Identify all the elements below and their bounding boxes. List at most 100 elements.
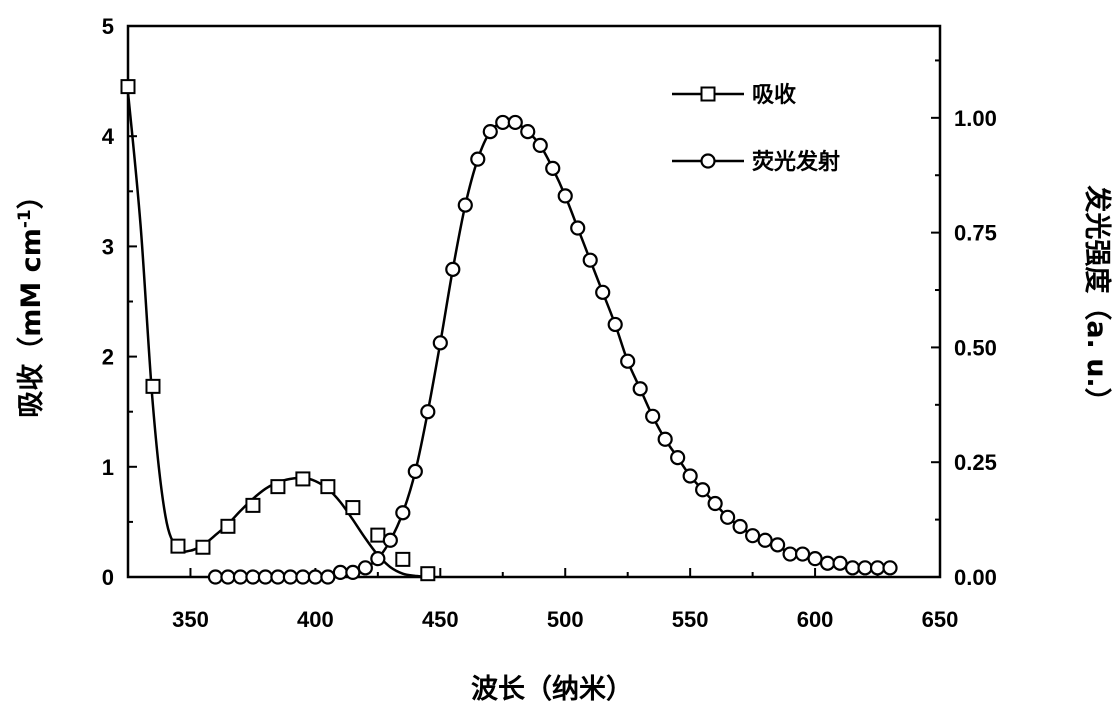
fluorescence-point: [232, 569, 249, 585]
fluorescence-point: [670, 450, 686, 466]
fluorescence-point: [220, 569, 236, 585]
fluorescence-point: [282, 569, 298, 585]
fluorescence-point: [295, 569, 311, 585]
fluorescence-point: [482, 124, 498, 140]
absorption-point: [120, 79, 136, 95]
fluorescence-point: [782, 546, 798, 562]
fluorescence-point: [720, 509, 736, 525]
left-y-axis-title-text: 吸收（mM cm: [16, 228, 47, 418]
absorption-point: [145, 378, 161, 394]
fluorescence-point: [545, 160, 561, 176]
fluorescence-point: [832, 555, 848, 571]
absorption-point: [395, 551, 411, 567]
fluorescence-point: [445, 261, 461, 277]
legend-fluorescence-label: 荧光发射: [752, 149, 840, 175]
x-tick-label: 600: [797, 607, 834, 632]
left-y-tick-label: 1: [102, 455, 114, 480]
fluorescence-line: [215, 120, 890, 579]
fluorescence-point: [732, 518, 748, 535]
plot-area: [120, 79, 898, 585]
legend-absorption-marker: [700, 86, 716, 102]
left-y-tick-label: 0: [102, 565, 114, 590]
right-y-axis-title: 发光强度（a. u.）: [1081, 184, 1113, 414]
fluorescence-point: [307, 569, 323, 585]
fluorescence-point: [657, 431, 673, 447]
fluorescence-point: [357, 560, 373, 576]
right-y-tick-label: 0.50: [954, 335, 997, 360]
fluorescence-point: [257, 569, 274, 585]
fluorescence-point: [532, 137, 548, 153]
x-tick-label: 450: [422, 607, 459, 632]
left-y-axis-title-superscript: -1: [15, 209, 35, 228]
fluorescence-point: [745, 528, 761, 544]
left-y-tick-label: 3: [102, 234, 114, 259]
fluorescence-point: [345, 564, 361, 581]
fluorescence-point: [757, 532, 773, 548]
fluorescence-point: [682, 468, 698, 484]
absorption-point: [195, 539, 211, 555]
fluorescence-point: [470, 151, 486, 167]
fluorescence-point: [507, 114, 523, 131]
right-y-tick-label: 0.00: [954, 565, 997, 590]
absorption-point: [370, 527, 386, 543]
fluorescence-point: [582, 252, 598, 268]
x-tick-label: 400: [297, 607, 334, 632]
fluorescence-point: [270, 569, 286, 585]
fluorescence-point: [207, 569, 224, 585]
fluorescence-point: [769, 537, 786, 553]
fluorescence-point: [707, 495, 723, 512]
absorption-point: [220, 518, 236, 534]
fluorescence-point: [332, 564, 348, 581]
fluorescence-point: [245, 569, 261, 585]
fluorescence-point: [457, 197, 473, 213]
fluorescence-point: [595, 284, 611, 300]
fluorescence-point: [819, 555, 836, 571]
plot-frame: [126, 24, 942, 579]
absorption-point: [320, 479, 336, 495]
fluorescence-point: [320, 569, 336, 585]
fluorescence-point: [632, 381, 648, 397]
fluorescence-point: [370, 551, 386, 567]
fluorescence-point: [557, 188, 573, 204]
x-tick-label: 500: [547, 607, 584, 632]
x-tick-label: 350: [172, 607, 209, 632]
fluorescence-point: [382, 532, 398, 548]
absorption-point: [420, 566, 436, 582]
fluorescence-point: [857, 560, 873, 576]
absorption-point: [245, 497, 261, 513]
left-y-axis-title: 吸收（mM cm-1）: [15, 182, 47, 417]
fluorescence-point: [844, 560, 861, 576]
legend-fluorescence-marker: [700, 153, 716, 169]
absorption-point: [270, 479, 286, 495]
x-axis-title: 波长（纳米）: [471, 673, 633, 705]
legend-absorption-label: 吸收: [752, 82, 796, 108]
left-y-axis-title-close: ）: [16, 182, 47, 209]
absorption-point: [170, 538, 186, 554]
fluorescence-point: [420, 404, 436, 420]
fluorescence-point: [432, 335, 448, 351]
axes: [126, 24, 942, 579]
left-y-tick-label: 5: [102, 14, 114, 39]
fluorescence-point: [645, 408, 661, 424]
fluorescence-point: [520, 124, 536, 140]
fluorescence-point: [495, 114, 511, 131]
right-y-tick-label: 0.75: [954, 221, 997, 246]
fluorescence-point: [395, 505, 411, 521]
absorption-point: [345, 500, 361, 516]
fluorescence-point: [607, 316, 623, 333]
fluorescence-point: [794, 546, 811, 562]
left-y-tick-label: 4: [102, 124, 115, 149]
fluorescence-point: [620, 353, 636, 369]
left-y-tick-label: 2: [102, 345, 114, 370]
right-y-tick-label: 1.00: [954, 106, 997, 131]
ticks: 350 400 450 500 550 600 650 0 1 2 3 4 5 0.00 0.25 0.50 0…: [102, 14, 997, 632]
right-y-tick-label: 0.25: [954, 450, 997, 475]
fluorescence-point: [882, 560, 898, 576]
absorption-point: [295, 471, 311, 487]
fluorescence-point: [869, 560, 886, 576]
fluorescence-point: [570, 220, 586, 236]
x-tick-label: 650: [922, 607, 959, 632]
x-tick-label: 550: [672, 607, 709, 632]
